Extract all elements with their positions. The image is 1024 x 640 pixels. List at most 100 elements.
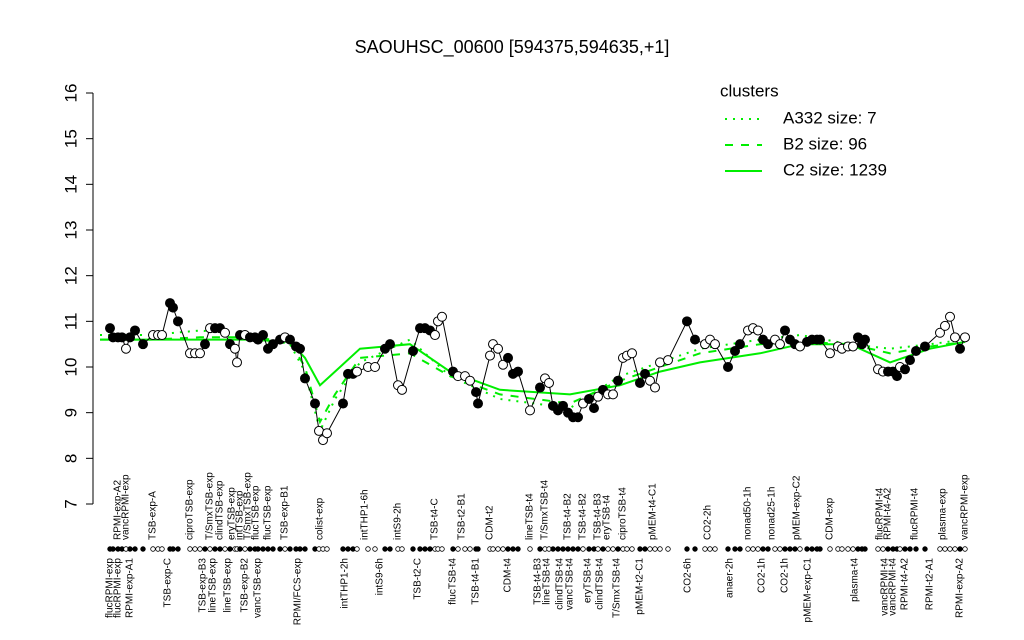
rug-point xyxy=(657,546,663,552)
x-label-bottom: T/SmxTSB-t4 xyxy=(612,558,623,618)
rug-point xyxy=(712,546,718,552)
data-point xyxy=(105,323,115,334)
x-label-bottom: RPMI-exp-A1 xyxy=(125,558,136,618)
x-label-bottom: intTHP1-2h xyxy=(340,558,351,609)
rug-point xyxy=(839,546,845,552)
x-label-top: colist-exp xyxy=(315,497,326,540)
x-label-bottom: flucRPMI-exp xyxy=(113,558,124,618)
x-label-bottom: RPMI-t2-A1 xyxy=(925,558,936,611)
rug-point xyxy=(555,546,561,552)
rug-point xyxy=(809,546,815,552)
x-label-bottom: intS9-6h xyxy=(375,558,386,595)
rug-point xyxy=(427,546,433,552)
x-label-top: ciproTSB-exp xyxy=(185,479,196,540)
rug-point xyxy=(637,546,643,552)
x-label-top: TSB-t2-B1 xyxy=(457,493,468,540)
data-point xyxy=(138,339,148,350)
rug-point xyxy=(652,546,658,552)
rug-point xyxy=(760,546,766,552)
rug-point xyxy=(707,546,713,552)
x-label-top: TSB-exp-B1 xyxy=(280,485,291,540)
rug-point xyxy=(324,546,330,552)
rug-point xyxy=(110,546,116,552)
data-point xyxy=(485,350,495,361)
data-point xyxy=(498,359,508,370)
rug-point xyxy=(260,546,266,552)
rug-point xyxy=(605,546,611,552)
data-point xyxy=(635,377,645,388)
x-label-top: T/SmxTSB-t4 xyxy=(540,480,551,540)
rug-point xyxy=(817,546,823,552)
rug-point xyxy=(170,546,176,552)
y-tick-label: 12 xyxy=(61,266,80,285)
data-point xyxy=(493,343,503,354)
data-point xyxy=(310,398,320,409)
rug-point xyxy=(610,546,616,552)
data-point xyxy=(650,382,660,393)
data-point xyxy=(723,362,733,372)
rug-point xyxy=(410,546,416,552)
data-point xyxy=(168,302,178,313)
data-point xyxy=(730,346,740,357)
x-label-bottom: lineTSB-exp xyxy=(208,558,219,613)
y-tick-label: 13 xyxy=(61,221,80,240)
data-point xyxy=(589,403,599,414)
x-label-bottom: TSB-t4-B3 xyxy=(533,558,544,605)
x-label-top: vancRPMI-exp xyxy=(121,474,132,540)
rug-point xyxy=(287,546,293,552)
rug-point xyxy=(957,546,963,552)
x-label-top: flucRPMI-t4 xyxy=(875,487,886,540)
y-tick-label: 8 xyxy=(61,454,80,463)
data-point xyxy=(613,375,623,386)
rug-point xyxy=(495,546,501,552)
rug-point xyxy=(922,546,928,552)
x-label-bottom: vancRPMI-t4 xyxy=(888,558,899,616)
rug-point xyxy=(505,546,511,552)
data-point xyxy=(173,316,183,327)
rug-point xyxy=(942,546,948,552)
x-label-top: intS9-2h xyxy=(393,503,404,540)
rug-point xyxy=(192,546,198,552)
rug-point xyxy=(907,546,913,552)
x-label-bottom: flucRPMI-exp xyxy=(105,558,116,618)
rug-point xyxy=(792,546,798,552)
rug-point xyxy=(615,546,621,552)
data-point xyxy=(397,384,407,395)
x-label-top: eryTSB-exp xyxy=(227,487,238,540)
rug-point xyxy=(302,546,308,552)
rug-point xyxy=(875,546,881,552)
rug-point xyxy=(537,546,543,552)
x-label-bottom: TSB-t2-C xyxy=(413,558,424,600)
rug-point xyxy=(725,546,731,552)
x-label-top: pMEM-exp-C2 xyxy=(792,475,803,540)
rug-point xyxy=(527,546,533,552)
legend-label: C2 size: 1239 xyxy=(783,160,887,179)
data-point xyxy=(627,348,637,359)
rug-point xyxy=(947,546,953,552)
legend-label: A332 size: 7 xyxy=(783,108,877,127)
rug-point xyxy=(175,546,181,552)
data-point xyxy=(352,366,362,377)
x-label-bottom: CDM-t4 xyxy=(503,558,514,593)
rug-point xyxy=(772,546,778,552)
data-point xyxy=(525,405,535,416)
data-point xyxy=(593,391,603,402)
data-point xyxy=(503,352,513,363)
rug-point xyxy=(570,546,576,552)
rug-point xyxy=(247,546,253,552)
rug-point xyxy=(382,546,388,552)
x-label-top: TSB-t4-C xyxy=(430,498,441,540)
data-point xyxy=(230,343,240,354)
x-label-top: pMEM-t4-C1 xyxy=(648,483,659,540)
x-label-top: intTSB-exp xyxy=(235,490,246,540)
data-point xyxy=(322,428,332,439)
data-point xyxy=(815,334,825,345)
rug-point xyxy=(565,546,571,552)
data-point xyxy=(955,343,965,354)
data-point xyxy=(258,330,268,341)
x-label-bottom: pMEM-t2-C1 xyxy=(635,558,646,615)
rug-point xyxy=(862,546,868,552)
x-label-top: TSB-t4-B2 xyxy=(578,493,589,540)
y-tick-label: 7 xyxy=(61,499,80,508)
